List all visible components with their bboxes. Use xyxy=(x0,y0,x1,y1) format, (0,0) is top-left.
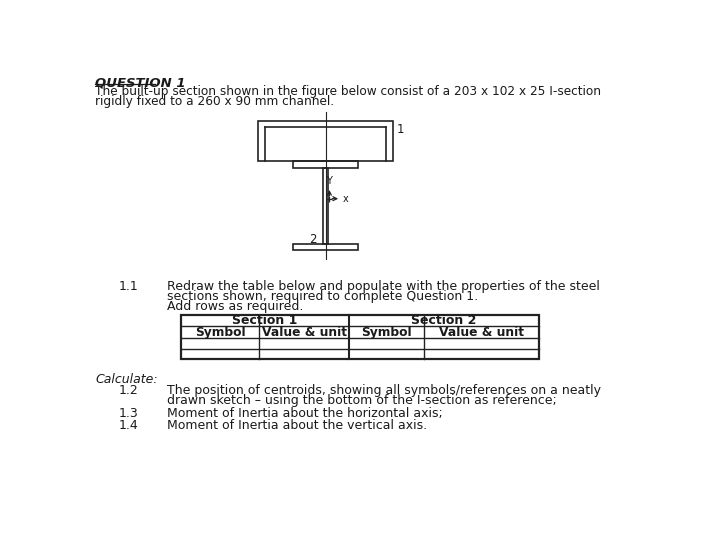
Text: 1.1: 1.1 xyxy=(118,280,138,293)
Text: Symbol: Symbol xyxy=(361,326,412,339)
Text: Moment of Inertia about the vertical axis.: Moment of Inertia about the vertical axi… xyxy=(167,419,427,432)
Text: 2: 2 xyxy=(309,233,317,246)
Text: drawn sketch – using the bottom of the I-section as reference;: drawn sketch – using the bottom of the I… xyxy=(167,394,556,407)
Text: Add rows as required.: Add rows as required. xyxy=(167,300,303,313)
Text: QUESTION 1: QUESTION 1 xyxy=(96,76,186,89)
Text: Section 2: Section 2 xyxy=(411,314,476,327)
Text: Section 1: Section 1 xyxy=(232,314,297,327)
Text: sections shown, required to complete Question 1.: sections shown, required to complete Que… xyxy=(167,290,478,303)
Text: The built-up section shown in the figure below consist of a 203 x 102 x 25 I-sec: The built-up section shown in the figure… xyxy=(96,85,601,98)
Text: The position of centroids, showing all symbols/references on a neatly: The position of centroids, showing all s… xyxy=(167,384,600,397)
Text: rigidly fixed to a 260 x 90 mm channel.: rigidly fixed to a 260 x 90 mm channel. xyxy=(96,95,334,108)
Text: Calculate:: Calculate: xyxy=(96,373,158,386)
Text: 1: 1 xyxy=(396,123,404,136)
Text: 1.4: 1.4 xyxy=(118,419,138,432)
Text: Symbol: Symbol xyxy=(195,326,245,339)
Text: Value & unit: Value & unit xyxy=(262,326,347,339)
Text: Redraw the table below and populate with the properties of the steel: Redraw the table below and populate with… xyxy=(167,280,600,293)
Text: 1.3: 1.3 xyxy=(118,407,138,420)
Text: Value & unit: Value & unit xyxy=(438,326,524,339)
Text: Moment of Inertia about the horizontal axis;: Moment of Inertia about the horizontal a… xyxy=(167,407,442,420)
Text: Y: Y xyxy=(327,175,332,185)
Text: x: x xyxy=(342,195,348,205)
Text: 1.2: 1.2 xyxy=(118,384,138,397)
